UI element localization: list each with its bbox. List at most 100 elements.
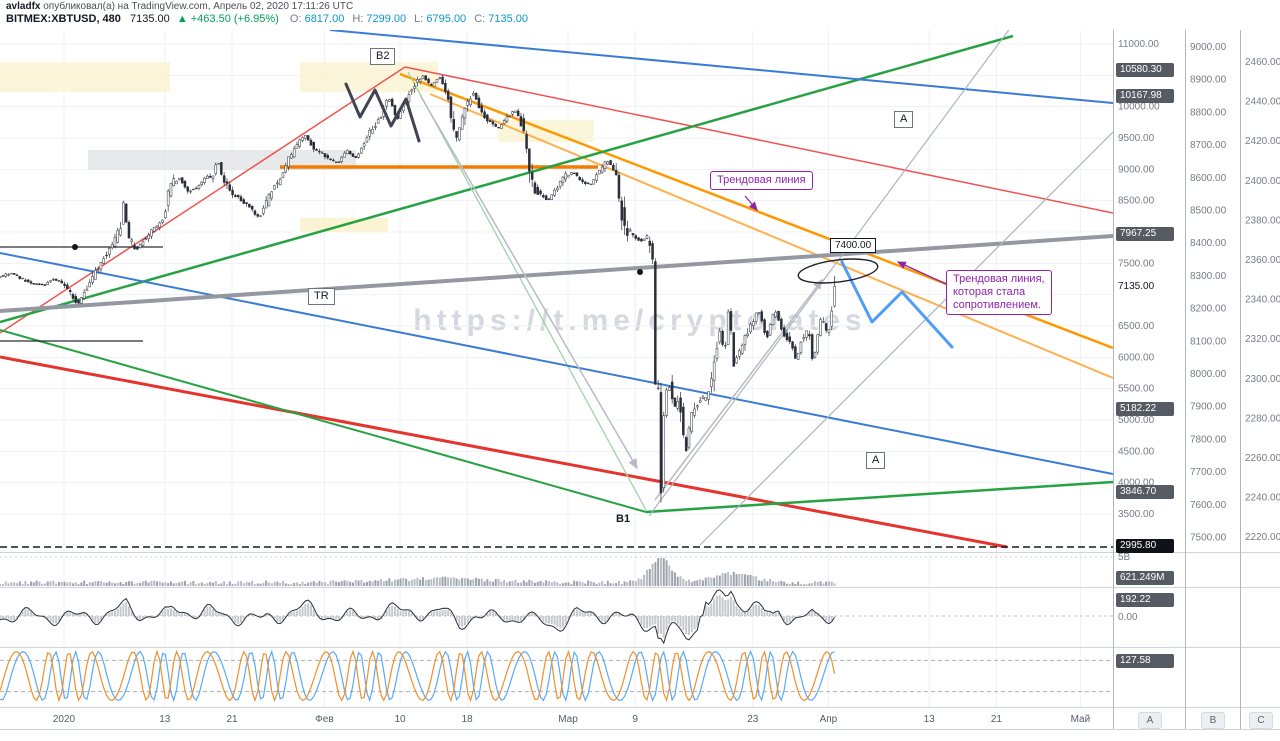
ohlc-values: O: 6817.00 H: 7299.00 L: 6795.00 C: 7135.00 [282,13,528,25]
price-badge: 2995.80 [1116,538,1174,553]
svg-text:11000.00: 11000.00 [1118,39,1159,50]
svg-text:2400.00: 2400.00 [1245,176,1280,187]
svg-text:10000.00: 10000.00 [1118,102,1160,113]
trendline-callout-1: Трендовая линия [710,171,813,190]
svg-text:Май: Май [1071,714,1091,725]
wave-label-tr: TR [308,288,335,305]
wave-label-a: A [866,452,886,469]
svg-text:2300.00: 2300.00 [1245,374,1280,385]
price-change: ▲ +463.50 (+6.95%) [176,13,279,25]
last-price: 7135.00 [129,13,170,25]
svg-text:7500.00: 7500.00 [1118,258,1155,269]
svg-text:8700.00: 8700.00 [1190,140,1227,151]
ohlc-label: H: [352,13,364,25]
grid-lines [0,30,1113,707]
stochastic-badge: 127.58 [1116,654,1174,668]
publish-text: опубликовал(а) на TradingView.com, Апрел… [43,1,354,12]
svg-text:7135.00: 7135.00 [1118,281,1155,292]
publish-info: avladfx опубликовал(а) на TradingView.co… [6,1,353,12]
price-badge: 10167.98 [1116,89,1174,104]
svg-text:4000.00: 4000.00 [1118,478,1155,489]
svg-text:8900.00: 8900.00 [1190,75,1227,86]
svg-text:2280.00: 2280.00 [1245,413,1280,424]
svg-text:0.00: 0.00 [1118,612,1138,623]
scale-button-c[interactable]: C [1249,712,1273,729]
svg-text:2340.00: 2340.00 [1245,295,1280,306]
trendline-callout-2: Трендовая линия, которая стала сопротивлен… [946,270,1052,315]
svg-text:7500.00: 7500.00 [1190,533,1227,544]
svg-text:7600.00: 7600.00 [1190,500,1227,511]
svg-text:10: 10 [394,714,406,725]
svg-text:21: 21 [991,714,1003,725]
wave-label-b1: B1 [616,513,631,525]
oscillator-badge: 192.22 [1116,593,1174,607]
svg-text:8200.00: 8200.00 [1190,304,1227,315]
symbol-name: BITMEX:XBTUSD, 480 [6,13,121,25]
scale-button-b[interactable]: B [1201,712,1225,729]
svg-text:2260.00: 2260.00 [1245,453,1280,464]
svg-text:8100.00: 8100.00 [1190,336,1227,347]
price-badge: 7967.25 [1116,227,1174,242]
svg-text:9000.00: 9000.00 [1118,164,1155,175]
svg-text:2460.00: 2460.00 [1245,57,1280,68]
ohlc-value: 6817.00 [301,13,345,25]
svg-text:7800.00: 7800.00 [1190,434,1227,445]
ohlc-value: 7299.00 [363,13,407,25]
svg-text:13: 13 [159,714,171,725]
svg-text:Мар: Мар [558,714,578,725]
svg-text:9: 9 [632,714,638,725]
svg-text:2320.00: 2320.00 [1245,334,1280,345]
ohlc-value: 6795.00 [423,13,467,25]
price-flag-7400: 7400.00 [830,238,877,253]
svg-text:8400.00: 8400.00 [1190,238,1227,249]
svg-text:2020: 2020 [53,714,76,725]
svg-text:8500.00: 8500.00 [1118,196,1155,207]
svg-text:9000.00: 9000.00 [1190,42,1227,53]
svg-text:2220.00: 2220.00 [1245,532,1280,543]
svg-text:Апр: Апр [820,714,838,725]
stochastic-layer [0,649,1113,703]
ohlc-value: 7135.00 [485,13,529,25]
svg-text:5500.00: 5500.00 [1118,384,1155,395]
ohlc-label: O: [289,13,302,25]
svg-text:7700.00: 7700.00 [1190,467,1227,478]
svg-text:21: 21 [226,714,238,725]
svg-text:6500.00: 6500.00 [1118,321,1155,332]
svg-text:8300.00: 8300.00 [1190,271,1227,282]
svg-text:2440.00: 2440.00 [1245,97,1280,108]
wave-label-b2: B2 [370,48,396,65]
price-badge: 3846.70 [1116,485,1174,500]
svg-text:13: 13 [924,714,936,725]
svg-text:5B: 5B [1118,552,1131,563]
oscillator-layer [0,589,1113,645]
svg-text:7900.00: 7900.00 [1190,402,1227,413]
price-badge: 10580.30 [1116,63,1174,78]
ohlc-label: L: [414,13,424,25]
svg-text:4500.00: 4500.00 [1118,446,1155,457]
svg-text:18: 18 [462,714,474,725]
svg-text:2420.00: 2420.00 [1245,136,1280,147]
svg-text:8800.00: 8800.00 [1190,107,1227,118]
annotations-layer [344,82,954,349]
svg-text:6000.00: 6000.00 [1118,352,1155,363]
wave-label-a: A [894,111,914,128]
symbol-legend: BITMEX:XBTUSD, 480 7135.00 ▲ +463.50 (+6… [6,13,528,25]
svg-text:2380.00: 2380.00 [1245,215,1280,226]
svg-text:2360.00: 2360.00 [1245,255,1280,266]
volume-badge: 621.249M [1116,571,1174,585]
svg-text:5000.00: 5000.00 [1118,415,1155,426]
ohlc-label: C: [474,13,486,25]
volume-layer [0,556,1113,586]
svg-text:23: 23 [747,714,759,725]
scale-button-a[interactable]: A [1138,712,1162,729]
author-name: avladfx [6,1,41,12]
svg-text:3500.00: 3500.00 [1118,509,1155,520]
svg-text:Фев: Фев [315,714,333,725]
svg-text:8000.00: 8000.00 [1190,369,1227,380]
svg-text:8600.00: 8600.00 [1190,173,1227,184]
pane-separators [0,30,1280,730]
svg-text:8500.00: 8500.00 [1190,206,1227,217]
svg-text:2240.00: 2240.00 [1245,493,1280,504]
